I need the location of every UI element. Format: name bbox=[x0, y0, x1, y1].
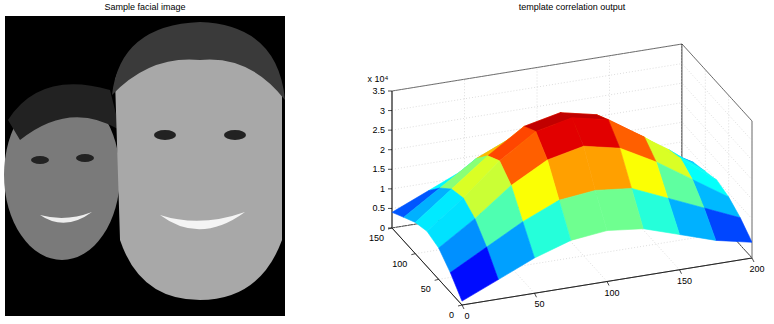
page: Sample facial image template correlation … bbox=[0, 0, 774, 324]
x-tick bbox=[462, 305, 464, 309]
x-tick bbox=[607, 282, 609, 286]
grid-line bbox=[682, 64, 752, 141]
facial-image bbox=[4, 16, 285, 316]
z-axis-line bbox=[392, 91, 393, 228]
eye bbox=[154, 130, 176, 140]
z-tick bbox=[388, 110, 392, 111]
chart-title: template correlation output bbox=[519, 2, 626, 12]
y-tick bbox=[388, 228, 392, 229]
x-tick-label: 150 bbox=[677, 276, 692, 286]
z-tick-label: 2 bbox=[380, 145, 385, 155]
z-tick bbox=[388, 169, 392, 170]
grid-line bbox=[392, 91, 393, 228]
x-tick-label: 50 bbox=[534, 299, 544, 309]
y-tick bbox=[458, 305, 462, 306]
grid-line bbox=[392, 64, 682, 111]
z-tick-label: 3 bbox=[380, 106, 385, 116]
z-tick-label: 3.5 bbox=[372, 86, 385, 96]
hair-left bbox=[8, 84, 120, 140]
x-tick-label: 0 bbox=[464, 311, 469, 321]
z-tick-label: 1.5 bbox=[372, 164, 385, 174]
z-tick bbox=[388, 149, 392, 150]
eye bbox=[31, 156, 49, 164]
z-tick bbox=[388, 228, 392, 229]
y-tick-label: 100 bbox=[392, 259, 407, 269]
surface bbox=[392, 113, 752, 301]
y-tick bbox=[411, 254, 415, 255]
z-tick-label: 0.5 bbox=[372, 203, 385, 213]
tick-labels: 05010015020005010015000.511.522.533.5 bbox=[369, 86, 765, 321]
surface-cell bbox=[450, 247, 498, 301]
grid-line bbox=[752, 121, 753, 258]
x-tick-label: 100 bbox=[604, 288, 619, 298]
z-tick bbox=[388, 91, 392, 92]
z-tick bbox=[388, 188, 392, 189]
mouth bbox=[40, 212, 92, 223]
z-multiplier: x 10⁴ bbox=[368, 74, 389, 84]
eye bbox=[224, 130, 246, 140]
z-tick bbox=[388, 208, 392, 209]
grid-line bbox=[682, 44, 752, 121]
hair-right bbox=[112, 22, 285, 100]
z-tick-label: 0 bbox=[380, 223, 385, 233]
eye bbox=[76, 154, 94, 162]
image-title: Sample facial image bbox=[104, 2, 185, 12]
mouth bbox=[160, 212, 245, 229]
y-tick-label: 50 bbox=[421, 284, 431, 294]
x-tick bbox=[680, 270, 682, 274]
z-tick-label: 2.5 bbox=[372, 125, 385, 135]
y-tick bbox=[435, 279, 439, 280]
y-tick-label: 0 bbox=[449, 310, 454, 320]
image-background bbox=[5, 16, 285, 316]
x-tick-label: 200 bbox=[749, 264, 764, 274]
image-mask bbox=[5, 290, 125, 316]
y-tick-label: 150 bbox=[369, 233, 384, 243]
grid-line bbox=[392, 44, 682, 91]
axes bbox=[388, 44, 754, 309]
x-tick bbox=[752, 258, 754, 262]
x-tick bbox=[535, 293, 537, 297]
grid-line bbox=[682, 83, 752, 160]
z-tick-label: 1 bbox=[380, 184, 385, 194]
z-tick bbox=[388, 130, 392, 131]
